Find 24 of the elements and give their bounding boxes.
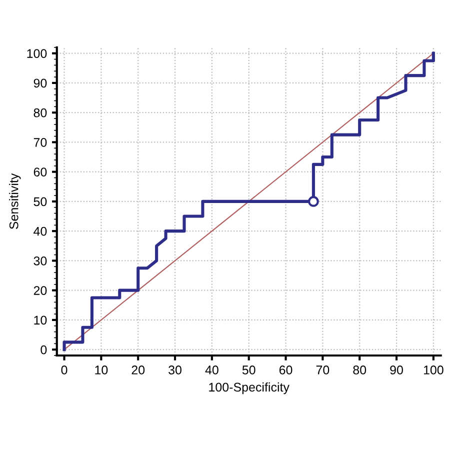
x-tick-label: 40 — [205, 366, 218, 374]
x-tick-label: 60 — [279, 366, 292, 374]
x-tick-label: 10 — [95, 366, 108, 374]
y-tick-label: 50 — [34, 197, 47, 206]
x-tick-label: 70 — [316, 366, 330, 374]
x-tick-label: 20 — [132, 366, 145, 374]
y-tick-label: 10 — [34, 316, 47, 325]
y-tick-label: 40 — [34, 226, 47, 236]
y-tick-label: 70 — [34, 138, 47, 147]
y-tick-label: 20 — [34, 286, 47, 295]
x-tick-label: 80 — [353, 366, 366, 374]
y-tick-label: 100 — [27, 49, 47, 58]
x-axis-title: 100-Specificity — [209, 382, 290, 394]
y-tick-label: 80 — [34, 108, 47, 118]
y-tick-label: 60 — [34, 168, 47, 176]
x-tick-label: 100 — [424, 366, 444, 374]
x-tick-label: 0 — [61, 366, 68, 374]
x-tick-label: 50 — [242, 366, 256, 374]
x-tick-label: 30 — [168, 366, 182, 374]
y-axis-title: Sensitivity — [9, 173, 21, 230]
y-tick-label: 90 — [34, 78, 47, 88]
x-tick-label: 90 — [390, 366, 403, 374]
y-tick-label: 30 — [34, 256, 47, 266]
y-tick-label: 0 — [40, 345, 47, 354]
